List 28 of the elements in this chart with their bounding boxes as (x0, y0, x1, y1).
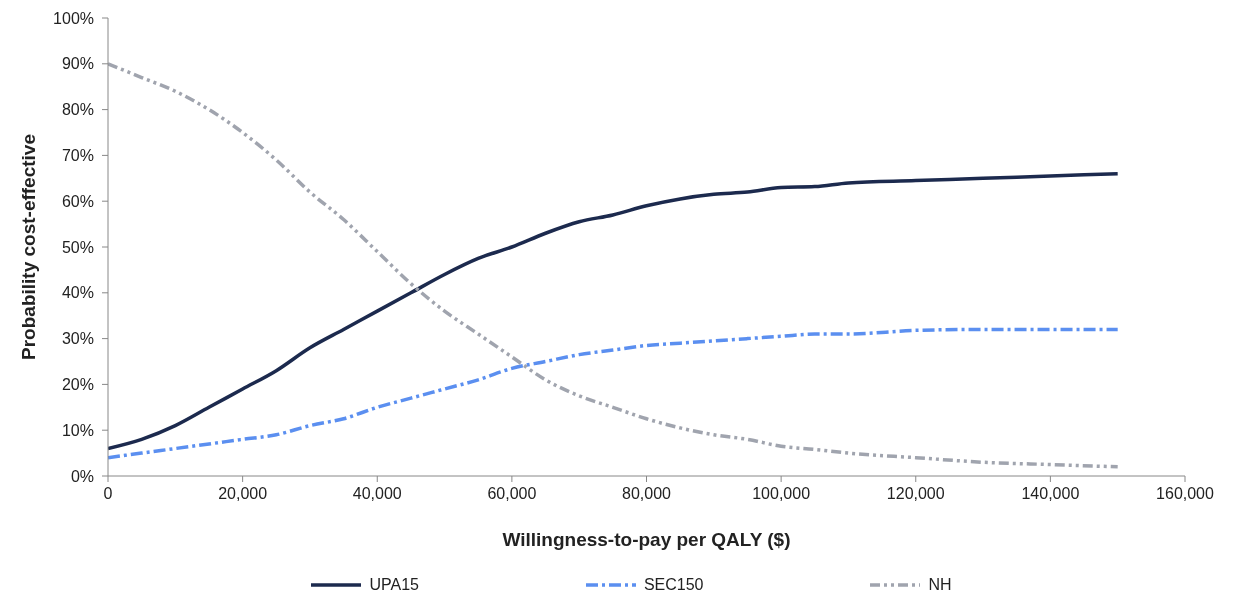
y-tick-label: 30% (61, 330, 94, 348)
y-axis-title: Probability cost-effective (17, 134, 39, 360)
x-tick-label: 0 (103, 485, 113, 503)
x-tick-label: 40,000 (352, 485, 402, 503)
legend-label: SEC150 (642, 576, 704, 594)
y-tick-label: 60% (61, 192, 94, 210)
y-tick-label: 20% (61, 376, 94, 394)
legend-label: NH (927, 576, 952, 594)
line-series (108, 171, 1120, 451)
x-tick-label: 80,000 (622, 485, 672, 503)
y-tick-label: 0% (70, 467, 94, 485)
x-tick-label: 160,000 (1156, 485, 1215, 503)
line-series (108, 62, 1120, 469)
x-axis-title: Willingness-to-pay per QALY ($) (502, 529, 791, 550)
x-tick-label: 120,000 (886, 485, 945, 503)
x-tick-label: 100,000 (752, 485, 811, 503)
legend-label: UPA15 (368, 576, 419, 594)
line-series (108, 327, 1120, 460)
x-tick-label: 20,000 (218, 485, 268, 503)
y-tick-label: 40% (61, 284, 94, 302)
x-tick-label: 140,000 (1021, 485, 1080, 503)
y-tick-label: 100% (53, 9, 94, 27)
x-tick-label: 60,000 (487, 485, 537, 503)
y-tick-label: 50% (61, 238, 94, 256)
y-tick-label: 80% (61, 101, 94, 119)
y-tick-label: 10% (61, 421, 94, 439)
y-tick-label: 90% (61, 55, 94, 73)
y-tick-label: 70% (61, 147, 94, 165)
